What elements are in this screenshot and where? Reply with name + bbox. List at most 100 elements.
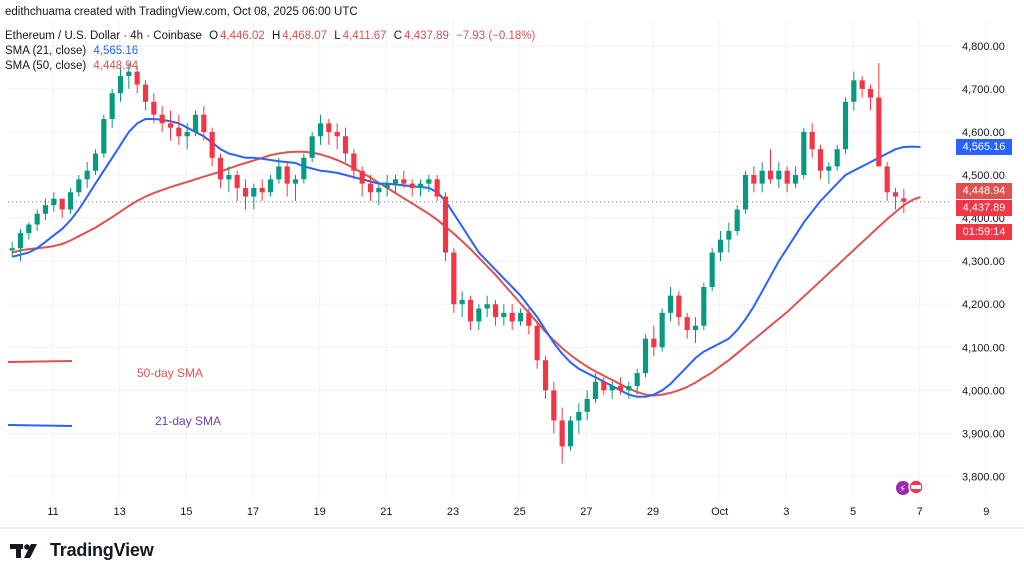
candle-body	[51, 198, 57, 206]
candle-body	[859, 80, 865, 89]
time-tick-label: 13	[114, 506, 126, 518]
candle-body	[9, 248, 15, 251]
candle-body	[684, 317, 690, 331]
candle	[651, 325, 657, 356]
candle-body	[126, 71, 132, 76]
candle-body	[384, 183, 390, 188]
sma21-legend[interactable]: SMA (21, close) 4,565.16	[5, 45, 138, 57]
tradingview-logo[interactable]: TradingView	[10, 540, 154, 561]
candle	[317, 114, 324, 145]
candle-body	[334, 131, 340, 137]
sma21-line	[11, 118, 921, 398]
candle	[784, 166, 790, 193]
time-tick-label: 23	[447, 506, 459, 518]
candle-body	[792, 175, 799, 184]
candle	[301, 153, 307, 184]
candle-body	[901, 198, 907, 202]
sma21-legend-value: 4,565.16	[93, 45, 139, 57]
price-tick-label: 4,300.00	[962, 256, 1005, 268]
candle-body	[67, 192, 74, 210]
candle	[509, 304, 515, 331]
event-icons[interactable]: ⚡	[896, 479, 924, 495]
candle	[559, 407, 565, 464]
candle-body	[817, 149, 824, 171]
time-axis[interactable]: 11 13 15 17 19 21 23 25 27 29 Oct 3 5 7 9	[0, 506, 1024, 529]
sma50-price-badge: 4,448.94	[956, 183, 1012, 199]
price-tick-label: 4,800.00	[962, 41, 1005, 53]
candle	[242, 179, 249, 210]
candle	[226, 166, 232, 193]
candle	[126, 63, 132, 89]
candle-body	[184, 131, 190, 137]
chart-attribution: edithchuama created with TradingView.com…	[5, 6, 358, 18]
price-axis[interactable]: 4,800.00 4,700.00 4,600.00 4,500.00 4,400.00…	[962, 41, 1005, 484]
candle-body	[467, 299, 474, 322]
time-tick-label: 3	[783, 506, 789, 518]
candle	[309, 131, 315, 163]
candle-body	[892, 192, 899, 197]
time-tick-label: Oct	[711, 506, 728, 518]
time-tick-label: 5	[850, 506, 856, 518]
candle	[526, 308, 532, 335]
candle-body	[451, 252, 457, 305]
candle-body	[584, 398, 590, 412]
candle	[176, 114, 182, 145]
candle	[9, 241, 15, 257]
sma50-legend-label: SMA (50, close)	[5, 60, 87, 72]
time-tick-label: 21	[380, 506, 392, 518]
candle	[26, 222, 32, 240]
candle-body	[92, 153, 99, 171]
candle-body	[884, 166, 890, 193]
candle-body	[801, 131, 807, 176]
candle	[692, 317, 699, 343]
candle	[717, 231, 724, 262]
time-tick-label: 15	[180, 506, 192, 518]
candle	[201, 106, 207, 141]
candle	[876, 63, 882, 167]
candle-body	[367, 183, 374, 193]
candle	[751, 166, 757, 193]
time-tick-label: 17	[247, 506, 259, 518]
candle	[217, 153, 224, 188]
candle	[451, 248, 457, 313]
candle-body	[659, 312, 665, 348]
candle	[251, 183, 257, 210]
candle	[117, 67, 124, 102]
candle	[259, 179, 265, 201]
candle-body	[284, 166, 290, 184]
sma21-layer	[11, 118, 921, 398]
candle-body	[442, 196, 449, 253]
candle	[842, 97, 849, 154]
candle	[384, 175, 390, 197]
candle	[84, 162, 90, 188]
candle	[609, 381, 615, 399]
candle	[742, 170, 749, 214]
symbol-label[interactable]: Ethereum / U.S. Dollar · 4h · Coinbase	[5, 30, 202, 42]
candle	[34, 209, 40, 232]
candle-body	[117, 75, 124, 94]
sma50-legend[interactable]: SMA (50, close) 4,448.94	[5, 60, 138, 72]
candle-body	[134, 71, 140, 85]
ohlc-legend[interactable]: Ethereum / U.S. Dollar · 4h · Coinbase O…	[5, 30, 535, 42]
candle	[434, 175, 440, 201]
candle-body	[201, 114, 207, 132]
candle-body	[159, 114, 165, 124]
candle	[234, 170, 240, 201]
candle-body	[842, 101, 849, 150]
candle	[484, 295, 490, 318]
candle	[109, 88, 115, 128]
candle-body	[392, 179, 399, 184]
sma21-annotation: 21-day SMA	[155, 414, 221, 428]
price-tick-label: 4,200.00	[962, 299, 1005, 311]
candle-body	[526, 312, 532, 326]
candle	[551, 381, 557, 434]
candle	[359, 166, 365, 197]
time-tick-label: 7	[917, 506, 923, 518]
candle	[601, 377, 607, 395]
low-label: L	[334, 30, 341, 42]
sma21-price-badge: 4,565.16	[956, 138, 1012, 155]
candle	[626, 381, 632, 399]
candle	[826, 162, 832, 184]
